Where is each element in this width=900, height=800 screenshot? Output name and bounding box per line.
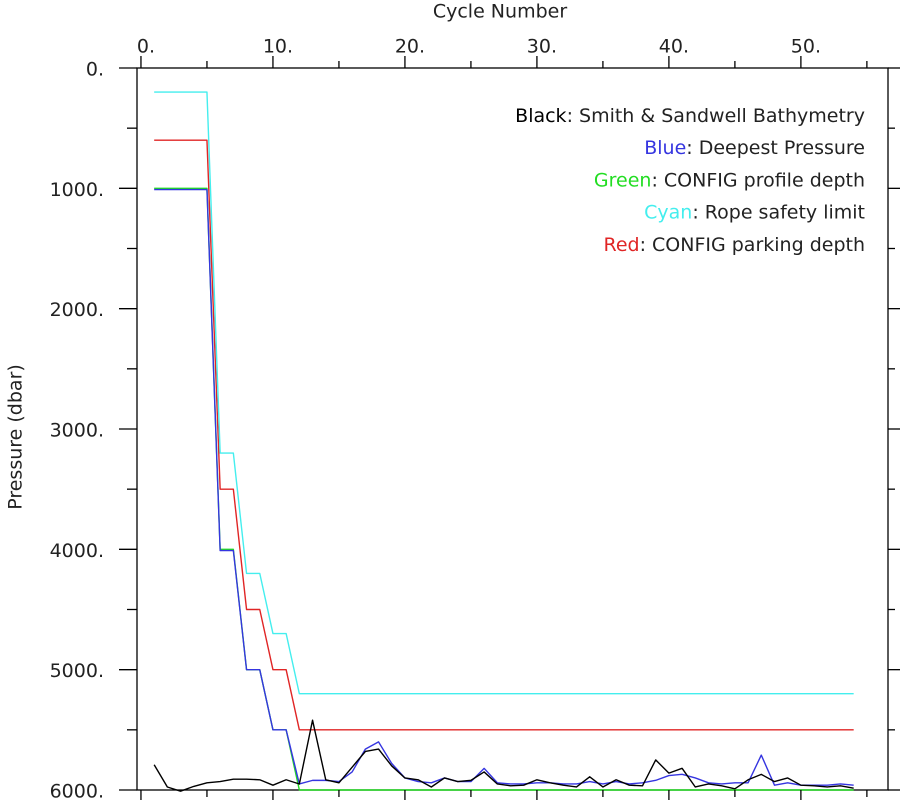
series-line bbox=[154, 91, 854, 695]
y-tick-label: 2000. bbox=[50, 299, 104, 321]
x-tick-label: 20. bbox=[395, 36, 425, 58]
series-line bbox=[153, 719, 854, 792]
plot-area bbox=[153, 91, 854, 792]
y-tick-label: 5000. bbox=[50, 660, 104, 682]
legend-entry: Green: CONFIG profile depth bbox=[594, 169, 865, 191]
legend-key: Red bbox=[603, 233, 639, 255]
x-tick-label: 0. bbox=[137, 36, 155, 58]
legend-label: : CONFIG profile depth bbox=[651, 169, 865, 191]
legend-label: : CONFIG parking depth bbox=[640, 233, 865, 255]
legend-key: Blue bbox=[644, 137, 686, 159]
y-tick-label: 6000. bbox=[50, 781, 104, 800]
series-line bbox=[154, 188, 854, 786]
y-axis-title: Pressure (dbar) bbox=[5, 364, 27, 510]
legend-label: : Rope safety limit bbox=[692, 201, 865, 223]
x-axis-title: Cycle Number bbox=[433, 1, 567, 23]
x-tick-label: 10. bbox=[263, 36, 293, 58]
y-tick-label: 3000. bbox=[50, 420, 104, 442]
x-tick-label: 30. bbox=[527, 36, 557, 58]
y-tick-label: 1000. bbox=[50, 179, 104, 201]
series-line bbox=[154, 187, 854, 791]
legend-entry: Cyan: Rope safety limit bbox=[644, 201, 865, 223]
legend-key: Cyan bbox=[644, 201, 692, 223]
legend-key: Green bbox=[594, 169, 652, 191]
legend-key: Black bbox=[515, 105, 566, 127]
x-tick-label: 50. bbox=[791, 36, 821, 58]
y-tick-label: 0. bbox=[86, 59, 104, 81]
legend-label: : Smith & Sandwell Bathymetry bbox=[567, 105, 865, 127]
legend-entry: Blue: Deepest Pressure bbox=[644, 137, 865, 159]
legend-entry: Black: Smith & Sandwell Bathymetry bbox=[515, 105, 865, 127]
y-tick-label: 4000. bbox=[50, 540, 104, 562]
legend-label: : Deepest Pressure bbox=[686, 137, 865, 159]
legend-entry: Red: CONFIG parking depth bbox=[603, 233, 865, 255]
series-line bbox=[154, 139, 854, 731]
x-tick-label: 40. bbox=[659, 36, 689, 58]
